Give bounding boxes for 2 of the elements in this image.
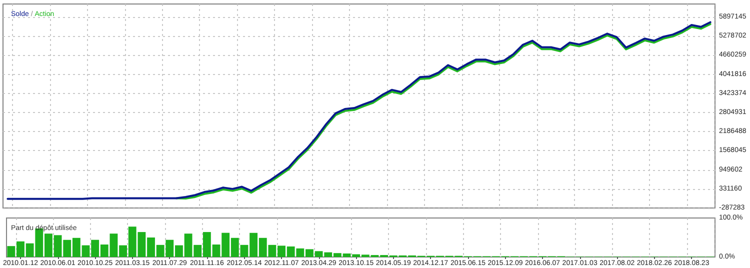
line-series bbox=[175, 23, 712, 200]
line-series bbox=[6, 21, 712, 200]
